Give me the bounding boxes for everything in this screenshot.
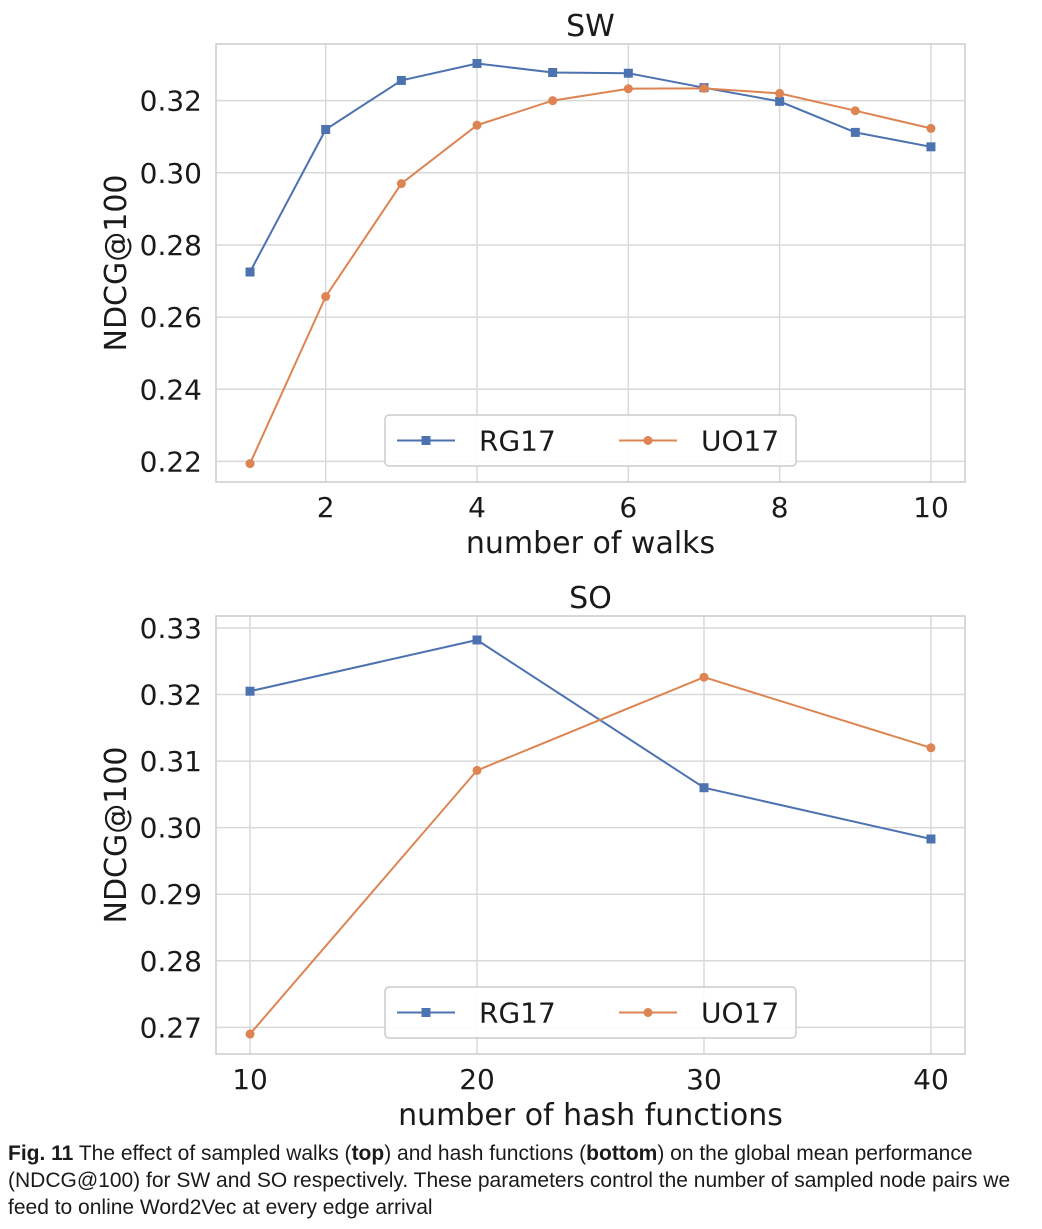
x-tick-label: 6: [619, 491, 637, 524]
y-tick-label: 0.27: [140, 1011, 202, 1044]
data-point: [850, 127, 860, 137]
data-point: [396, 75, 406, 85]
figure: 2 4 6 8 10 0.22 0.24 0.26 0.28 0.30 0.32 SW number o…: [99, 9, 966, 1133]
x-tick-label: 10: [913, 491, 949, 524]
x-tick-label: 2: [317, 491, 335, 524]
series-uo17: [245, 672, 936, 1039]
data-point: [926, 834, 936, 844]
chart-so: 10 20 30 40 0.27 0.28 0.29 0.30 0.31 0.32 0.33 SO nu…: [99, 581, 966, 1133]
x-tick-label: 40: [913, 1063, 949, 1096]
chart-title: SW: [566, 9, 615, 44]
series-rg17: [245, 58, 936, 277]
data-point: [775, 96, 785, 106]
y-tick-label: 0.32: [140, 85, 202, 118]
caption-bold-bottom: bottom: [586, 1142, 658, 1165]
legend-label: UO17: [701, 425, 779, 458]
y-tick-label: 0.22: [140, 445, 202, 478]
plot-frame: [215, 615, 966, 1055]
series-line-rg17: [249, 62, 932, 273]
caption-label: Fig. 11: [8, 1142, 74, 1165]
y-axis-label: NDCG@100: [99, 175, 134, 352]
data-point: [699, 672, 709, 682]
series-uo17: [245, 83, 936, 469]
y-axis-label: NDCG@100: [99, 747, 134, 924]
y-tick-label: 0.29: [140, 878, 202, 911]
data-point: [472, 765, 482, 775]
data-point: [699, 783, 709, 793]
legend-marker: [643, 1008, 653, 1017]
data-point: [926, 142, 936, 152]
y-tick-label: 0.28: [140, 945, 202, 978]
legend-label: RG17: [479, 997, 556, 1030]
y-tick-label: 0.32: [140, 679, 202, 712]
chart-title: SO: [569, 581, 612, 616]
data-point: [472, 58, 482, 68]
series-line-uo17: [249, 87, 932, 465]
x-tick-label: 20: [459, 1063, 495, 1096]
data-point: [775, 88, 785, 98]
x-tick-label: 10: [232, 1063, 268, 1096]
legend-marker: [643, 436, 653, 445]
y-tick-label: 0.33: [140, 612, 202, 645]
data-point: [623, 68, 633, 78]
series-line-rg17: [249, 638, 932, 840]
legend-box: [384, 414, 797, 467]
y-tick-label: 0.28: [140, 229, 202, 262]
plot-frame: [215, 43, 966, 483]
y-tick-label: 0.26: [140, 301, 202, 334]
caption-text-3: ) on the global mean performance (NDCG@1…: [8, 1142, 1011, 1219]
legend: RG17 UO17: [384, 414, 797, 467]
series-line-uo17: [249, 676, 932, 1035]
legend-label: RG17: [479, 425, 556, 458]
x-tick-label: 4: [468, 491, 486, 524]
x-tick-label: 30: [686, 1063, 722, 1096]
y-tick-label: 0.30: [140, 812, 202, 845]
x-axis-label: number of hash functions: [398, 1098, 783, 1133]
data-point: [245, 459, 255, 469]
x-axis-label: number of walks: [466, 526, 715, 561]
data-point: [926, 743, 936, 753]
data-point: [926, 123, 936, 133]
caption-bold-top: top: [351, 1142, 385, 1165]
legend-box: [384, 986, 797, 1039]
chart-sw: 2 4 6 8 10 0.22 0.24 0.26 0.28 0.30 0.32 SW number o…: [99, 9, 966, 561]
legend-marker: [421, 1008, 431, 1017]
legend: RG17 UO17: [384, 986, 797, 1039]
data-point: [548, 68, 558, 78]
caption-text-1: The effect of sampled walks (: [73, 1142, 352, 1165]
data-point: [472, 635, 482, 645]
data-point: [321, 125, 331, 135]
data-point: [472, 120, 482, 130]
data-point: [245, 267, 255, 277]
legend-marker: [421, 436, 431, 445]
data-point: [321, 292, 331, 302]
data-point: [699, 83, 709, 93]
y-tick-label: 0.24: [140, 373, 202, 406]
data-point: [850, 106, 860, 116]
data-point: [623, 84, 633, 94]
data-point: [245, 1029, 255, 1039]
data-point: [548, 96, 558, 106]
caption-text-2: ) and hash functions (: [384, 1142, 587, 1165]
data-point: [396, 179, 406, 189]
y-tick-label: 0.30: [140, 157, 202, 190]
data-point: [245, 686, 255, 696]
legend-label: UO17: [701, 997, 779, 1030]
figure-caption: Fig. 11 The effect of sampled walks (top…: [8, 1140, 1036, 1221]
x-tick-label: 8: [771, 491, 789, 524]
series-rg17: [245, 635, 936, 844]
y-tick-label: 0.31: [140, 745, 202, 778]
